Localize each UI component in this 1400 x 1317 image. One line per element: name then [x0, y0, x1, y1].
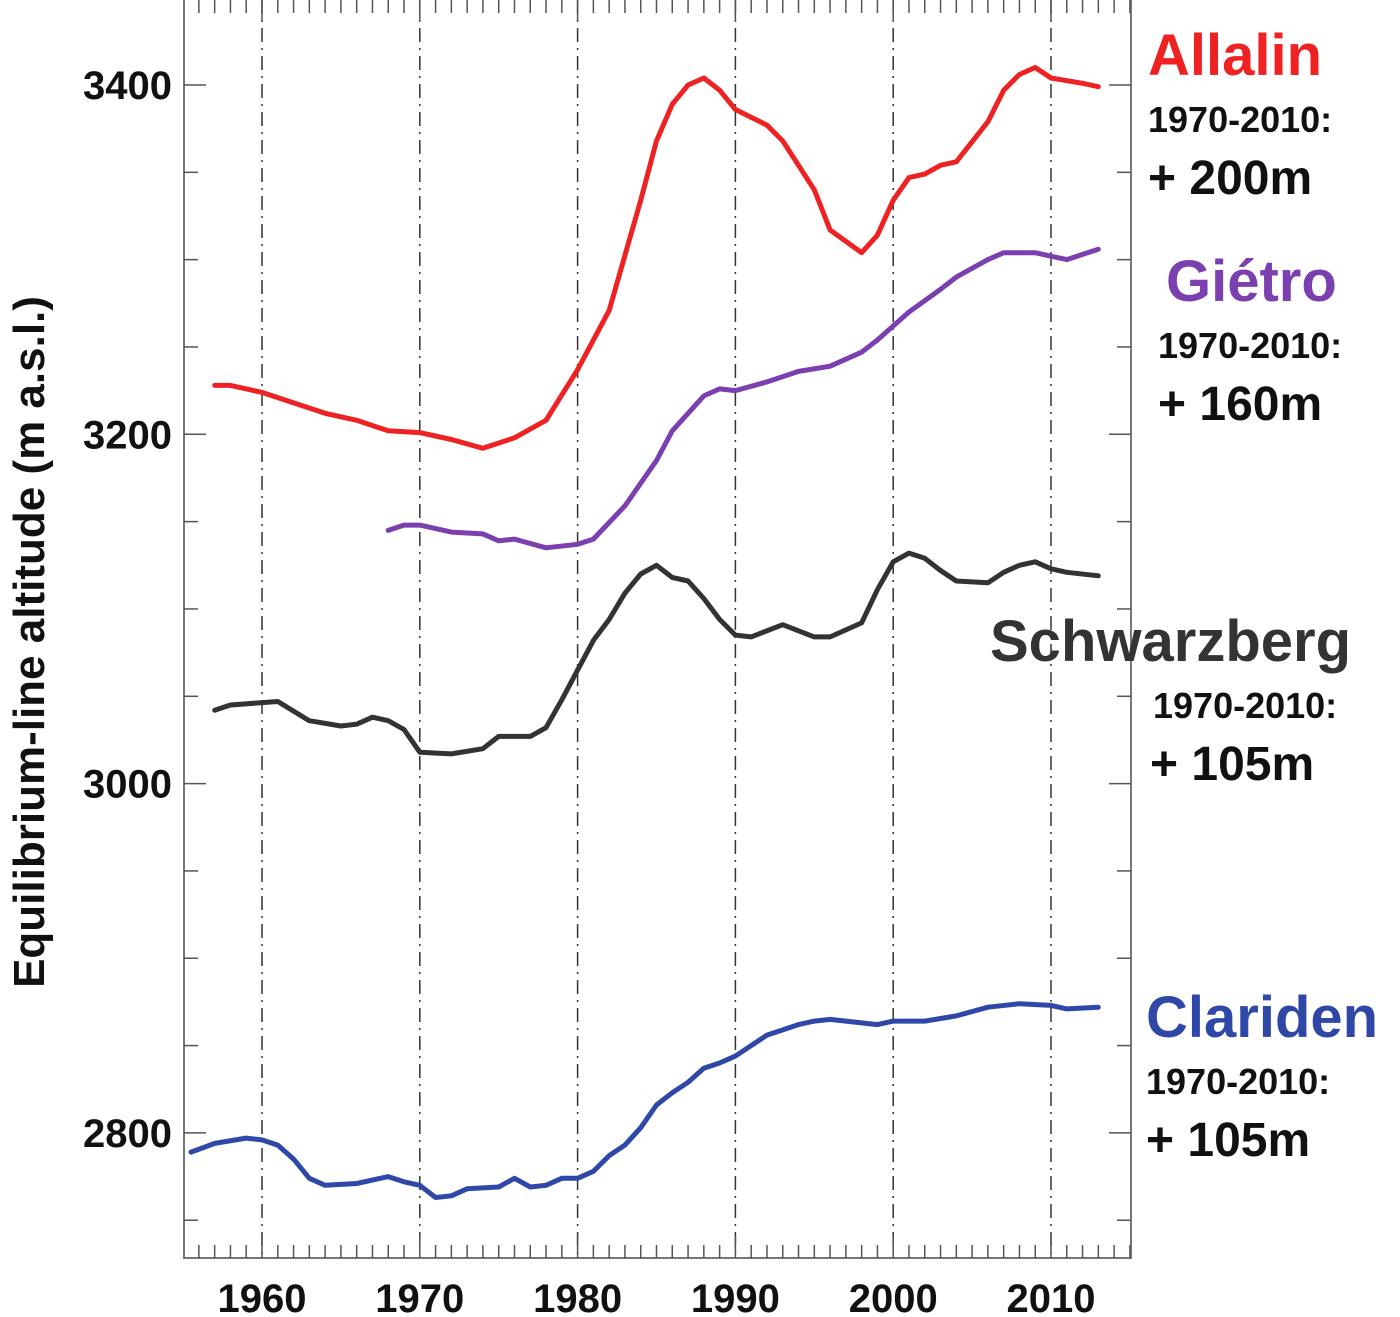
annotation-schwarzberg: Schwarzberg 1970-2010: + 105m	[990, 608, 1351, 792]
series-label: Schwarzberg	[990, 609, 1351, 674]
series-label: Giétro	[1166, 249, 1337, 314]
change-label: + 200m	[1148, 152, 1313, 205]
x-tick-label: 1970	[375, 1277, 464, 1317]
x-tick-label: 2000	[849, 1277, 938, 1317]
annotation-allalin: Allalin 1970-2010: + 200m	[1148, 22, 1332, 206]
y-tick-label: 3200	[83, 413, 172, 457]
change-label: + 160m	[1158, 378, 1323, 431]
x-tick-label: 1980	[533, 1277, 622, 1317]
plot-frame	[183, 0, 1132, 1259]
annotation-clariden: Clariden 1970-2010: + 105m	[1146, 984, 1378, 1168]
series-line-gietro	[385, 246, 1101, 551]
series-label: Allalin	[1148, 23, 1323, 88]
series-lines	[188, 65, 1101, 1200]
axes	[183, 0, 1132, 1259]
change-label: + 105m	[1146, 1114, 1311, 1167]
grid	[261, 0, 1052, 1258]
y-tick-label: 3400	[83, 64, 172, 108]
period-label: 1970-2010:	[1153, 685, 1338, 726]
x-tick-label: 1990	[691, 1277, 780, 1317]
period-label: 1970-2010:	[1148, 99, 1333, 140]
series-label: Clariden	[1146, 985, 1379, 1050]
y-tick-label: 2800	[83, 1112, 172, 1156]
annotation-gietro: Giétro 1970-2010: + 160m	[1158, 248, 1342, 432]
y-tick-label: 3000	[83, 763, 172, 807]
period-label: 1970-2010:	[1146, 1061, 1331, 1102]
series-line-clariden	[188, 1001, 1101, 1200]
x-tick-label: 2010	[1007, 1277, 1096, 1317]
x-tick-label: 1960	[218, 1277, 307, 1317]
series-line-allalin	[212, 65, 1101, 451]
period-label: 1970-2010:	[1158, 325, 1343, 366]
change-label: + 105m	[1150, 738, 1315, 791]
tick-labels: 1960 1970 1980 1990 2000 2010 2800 3000 3200 3400	[83, 64, 1095, 1317]
y-axis-label: Equilibrium-line altitude (m a.s.l.)	[5, 296, 54, 988]
series-line-schwarzberg	[212, 550, 1101, 757]
